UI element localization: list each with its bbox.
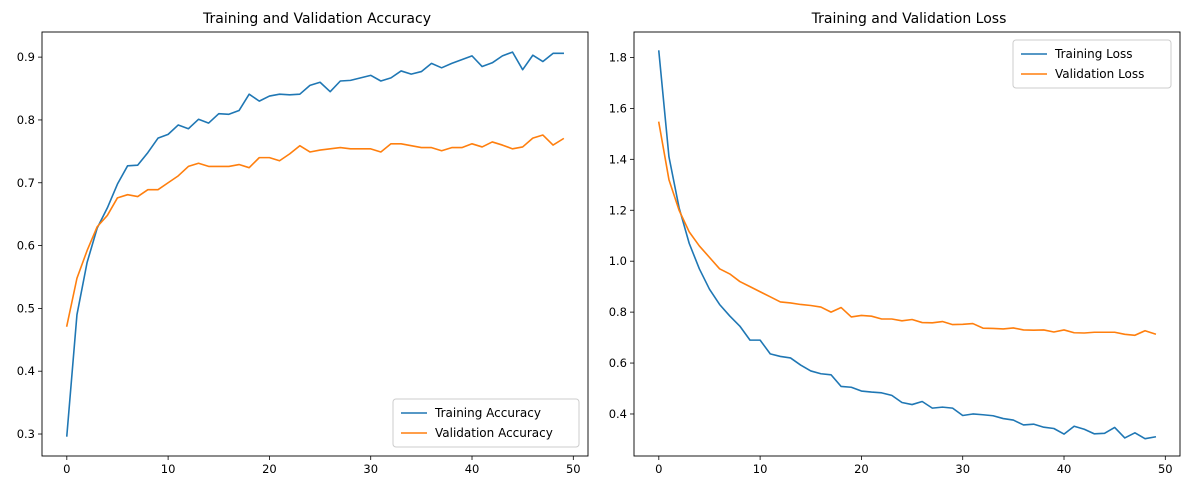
loss-x-tick-label: 30 xyxy=(955,462,970,476)
loss-y-tick-label: 0.4 xyxy=(609,407,627,421)
loss-y-tick-label: 1.6 xyxy=(609,101,627,115)
accuracy-y-tick-label: 0.9 xyxy=(17,50,35,64)
accuracy-y-tick-label: 0.4 xyxy=(17,364,35,378)
loss-x-tick-label: 10 xyxy=(753,462,768,476)
loss-legend: Training Loss Validation Loss xyxy=(1012,39,1172,89)
loss-y-tick-label: 1.0 xyxy=(609,254,627,268)
loss-x-tick-label: 0 xyxy=(655,462,662,476)
training-loss-legend-label: Training Loss xyxy=(1054,47,1132,61)
accuracy-y-tick-label: 0.6 xyxy=(17,239,35,253)
loss-y-tick-label: 1.4 xyxy=(609,152,627,166)
accuracy-y-tick-label: 0.8 xyxy=(17,113,35,127)
accuracy-x-tick-label: 20 xyxy=(262,462,277,476)
accuracy-plot-area xyxy=(65,51,565,437)
accuracy-x-tick-label: 40 xyxy=(465,462,480,476)
accuracy-x-tick-label: 50 xyxy=(566,462,581,476)
loss-axes-frame xyxy=(633,31,1181,457)
loss-x-tick-label: 50 xyxy=(1158,462,1173,476)
loss-y-tick-label: 0.8 xyxy=(609,305,627,319)
loss-chart-title: Training and Validation Loss xyxy=(811,11,1007,27)
validation-loss-legend-label: Validation Loss xyxy=(1055,67,1144,81)
validation-loss-line xyxy=(657,121,1157,337)
loss-plot-area xyxy=(657,50,1157,440)
accuracy-legend-box xyxy=(392,398,580,448)
validation-accuracy-legend-label: Validation Accuracy xyxy=(435,426,553,440)
accuracy-y-tick-label: 0.3 xyxy=(17,427,35,441)
loss-legend-box xyxy=(1012,39,1172,89)
training-loss-line xyxy=(657,50,1157,440)
accuracy-y-tick-label: 0.5 xyxy=(17,301,35,315)
accuracy-x-tick-label: 30 xyxy=(363,462,378,476)
accuracy-legend: Training Accuracy Validation Accuracy xyxy=(392,398,580,448)
accuracy-x-tick-label: 10 xyxy=(161,462,176,476)
accuracy-axes-frame xyxy=(41,31,589,457)
loss-x-tick-label: 20 xyxy=(854,462,869,476)
training-accuracy-line xyxy=(65,51,564,437)
validation-accuracy-line xyxy=(65,134,565,327)
loss-y-tick-label: 1.2 xyxy=(609,203,627,217)
training-accuracy-legend-label: Training Accuracy xyxy=(434,406,541,420)
loss-y-tick-label: 0.6 xyxy=(609,356,627,370)
accuracy-chart-title: Training and Validation Accuracy xyxy=(202,11,431,27)
accuracy-y-tick-label: 0.7 xyxy=(17,176,35,190)
accuracy-panel: Training and Validation Accuracy Trainin… xyxy=(17,11,589,476)
loss-x-tick-label: 40 xyxy=(1057,462,1072,476)
accuracy-x-tick-label: 0 xyxy=(63,462,70,476)
loss-y-tick-label: 1.8 xyxy=(609,50,627,64)
loss-panel: Training and Validation Loss Training Lo… xyxy=(609,11,1181,476)
